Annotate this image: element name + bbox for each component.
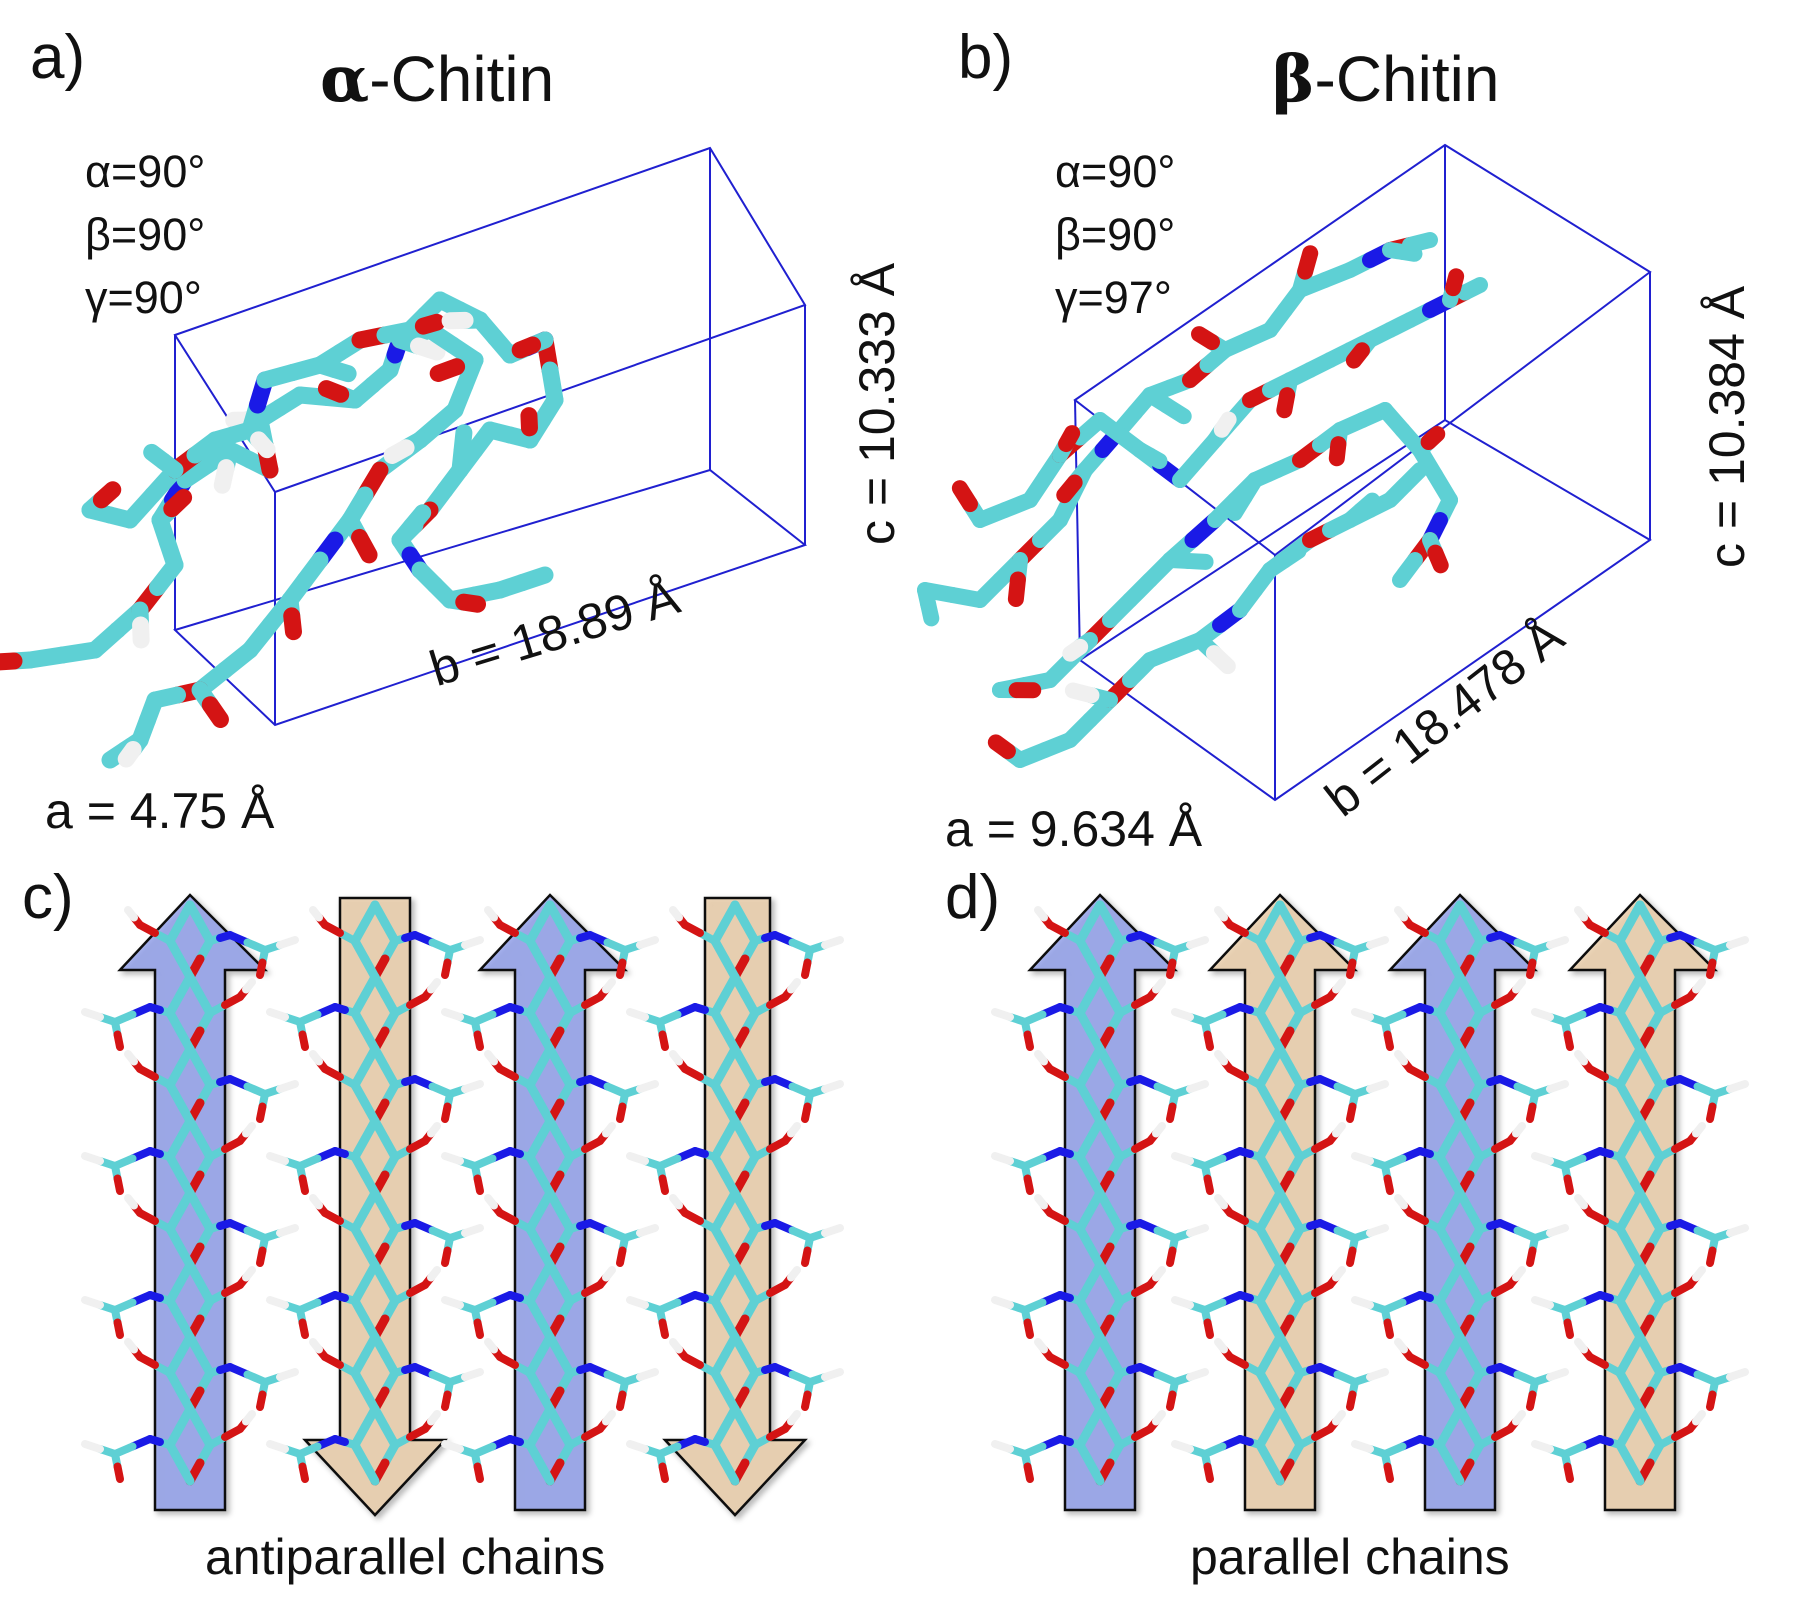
angle-alpha-a: α=90° (85, 146, 206, 197)
alpha-chitin-molecule (0, 291, 564, 769)
antiparallel-arrows (117, 893, 808, 1517)
beta-chitin-molecule (917, 232, 1488, 768)
chain-molecules (81, 900, 1749, 1486)
dim-a-beta: a = 9.634 Å (945, 801, 1203, 857)
title-alpha-prefix: α (320, 42, 370, 117)
panel-label-d: d) (945, 863, 1001, 932)
dim-a-alpha: a = 4.75 Å (45, 783, 275, 839)
chain-arrow-down (302, 896, 448, 1517)
title-beta-chitin: β-Chitin (1272, 42, 1499, 117)
title-alpha-suffix: -Chitin (369, 43, 555, 115)
caption-parallel: parallel chains (1190, 1529, 1510, 1585)
chain-arrow-down (662, 896, 808, 1517)
title-alpha-chitin: α-Chitin (320, 42, 554, 117)
panel-label-c: c) (22, 863, 74, 932)
angle-alpha-g: γ=90° (85, 272, 202, 323)
title-beta-suffix: -Chitin (1314, 43, 1500, 115)
angle-beta-b: β=90° (1055, 209, 1176, 260)
caption-antiparallel: antiparallel chains (205, 1529, 606, 1585)
panel-label-b: b) (958, 23, 1014, 92)
angle-beta-a: α=90° (1055, 146, 1176, 197)
panel-label-a: a) (30, 23, 86, 92)
angle-alpha-b: β=90° (85, 209, 206, 260)
dim-c-beta: c = 10.384 Å (1699, 285, 1755, 568)
unit-cell-beta (1073, 143, 1652, 802)
dim-c-alpha: c = 10.333 Å (849, 262, 905, 545)
parallel-arrows (1027, 893, 1719, 1512)
angle-beta-g: γ=97° (1055, 272, 1172, 323)
title-beta-prefix: β (1272, 42, 1315, 117)
